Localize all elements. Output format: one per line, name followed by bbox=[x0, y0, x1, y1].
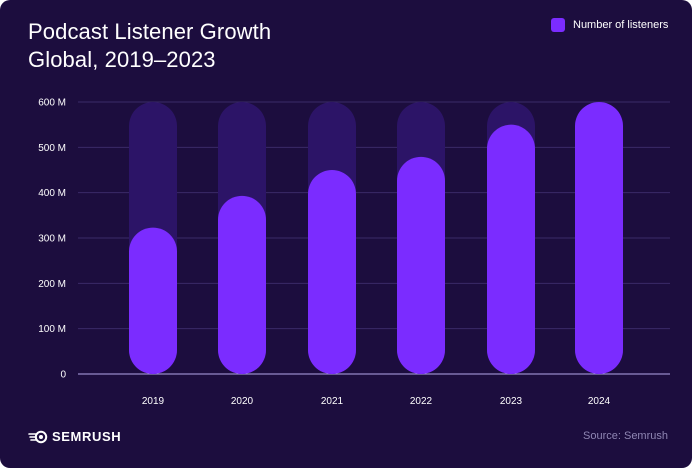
bar bbox=[218, 195, 266, 374]
semrush-fireball-icon bbox=[28, 430, 48, 443]
chart-title-line-2: Global, 2019–2023 bbox=[28, 47, 216, 72]
y-tick-label: 300 M bbox=[38, 234, 66, 245]
bar bbox=[129, 227, 177, 374]
x-tick-label: 2022 bbox=[410, 396, 433, 407]
chart-title-line-1: Podcast Listener Growth bbox=[28, 19, 272, 44]
x-tick-label: 2023 bbox=[500, 396, 523, 407]
legend-label: Number of listeners bbox=[573, 19, 669, 31]
semrush-logo: SEMRUSH bbox=[28, 429, 121, 444]
y-axis-ticks: 0 100 M 200 M 300 M 400 M 500 M 600 M bbox=[38, 98, 66, 381]
y-tick-label: 400 M bbox=[38, 188, 66, 199]
chart-title: Podcast Listener Growth Global, 2019–202… bbox=[28, 18, 271, 74]
chart-legend: Number of listeners bbox=[551, 18, 668, 32]
y-tick-label: 500 M bbox=[38, 143, 66, 154]
bars bbox=[129, 102, 623, 375]
source-note: Source: Semrush bbox=[583, 430, 668, 442]
x-tick-label: 2020 bbox=[231, 396, 254, 407]
x-axis-ticks: 2019 2020 2021 2022 2023 2024 bbox=[142, 396, 611, 407]
bar bbox=[575, 102, 623, 374]
legend-swatch bbox=[551, 18, 565, 32]
y-tick-label: 100 M bbox=[38, 324, 66, 335]
bar bbox=[308, 170, 356, 374]
x-tick-label: 2021 bbox=[321, 396, 344, 407]
x-tick-label: 2024 bbox=[588, 396, 611, 407]
y-tick-label: 200 M bbox=[38, 279, 66, 290]
bar bbox=[487, 124, 535, 375]
brand-name: SEMRUSH bbox=[52, 429, 122, 444]
y-tick-label: 0 bbox=[60, 370, 66, 381]
bar bbox=[397, 156, 445, 374]
x-tick-label: 2019 bbox=[142, 396, 165, 407]
y-tick-label: 600 M bbox=[38, 98, 66, 109]
